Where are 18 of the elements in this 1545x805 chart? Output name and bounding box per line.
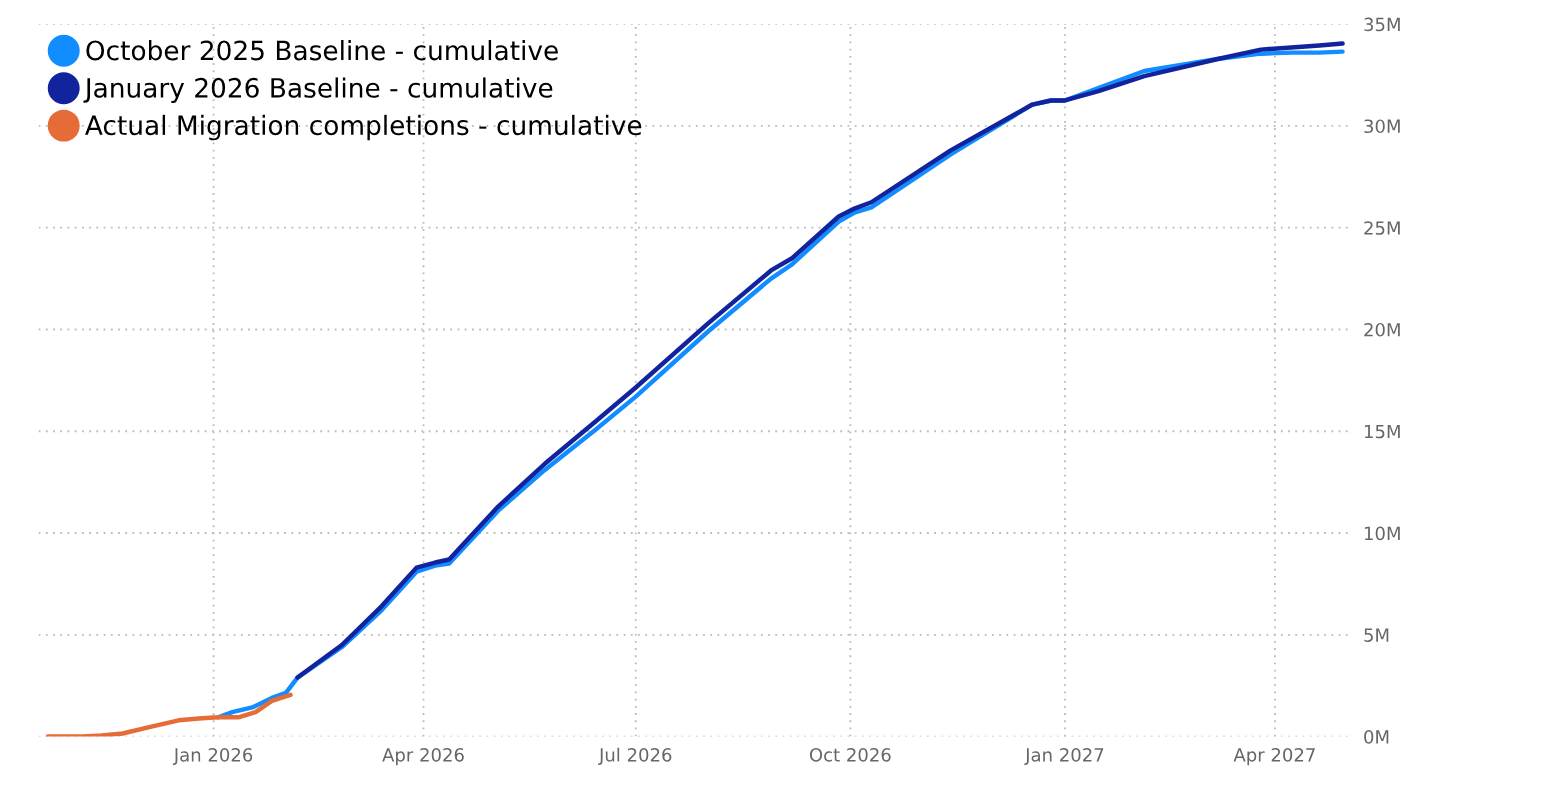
y-tick-label: 25M	[1364, 221, 1400, 235]
y-tick-label: 5M	[1364, 628, 1389, 642]
legend-label: October 2025 Baseline - cumulative	[86, 39, 558, 61]
y-tick-label: 10M	[1364, 526, 1400, 541]
line-series	[45, 692, 293, 737]
legend-label: January 2026 Baseline - cumulative	[83, 77, 553, 103]
x-tick-label: Apr 2026	[382, 748, 464, 766]
y-tick-label: 20M	[1364, 322, 1400, 337]
x-tick-label: Jan 2026	[172, 748, 253, 766]
x-tick-label: Jan 2027	[1024, 748, 1104, 766]
y-tick-label: 30M	[1364, 119, 1400, 134]
y-tick-label: 15M	[1364, 424, 1400, 439]
x-tick-label: Oct 2026	[809, 748, 891, 762]
legend-label: Actual Migration completions - cumulative	[85, 114, 642, 141]
y-tick-label: 0M	[1364, 730, 1389, 744]
x-tick-label: Apr 2027	[1233, 748, 1315, 766]
x-tick-label: Jul 2026	[598, 747, 672, 766]
y-tick-label: 35M	[1364, 17, 1400, 32]
